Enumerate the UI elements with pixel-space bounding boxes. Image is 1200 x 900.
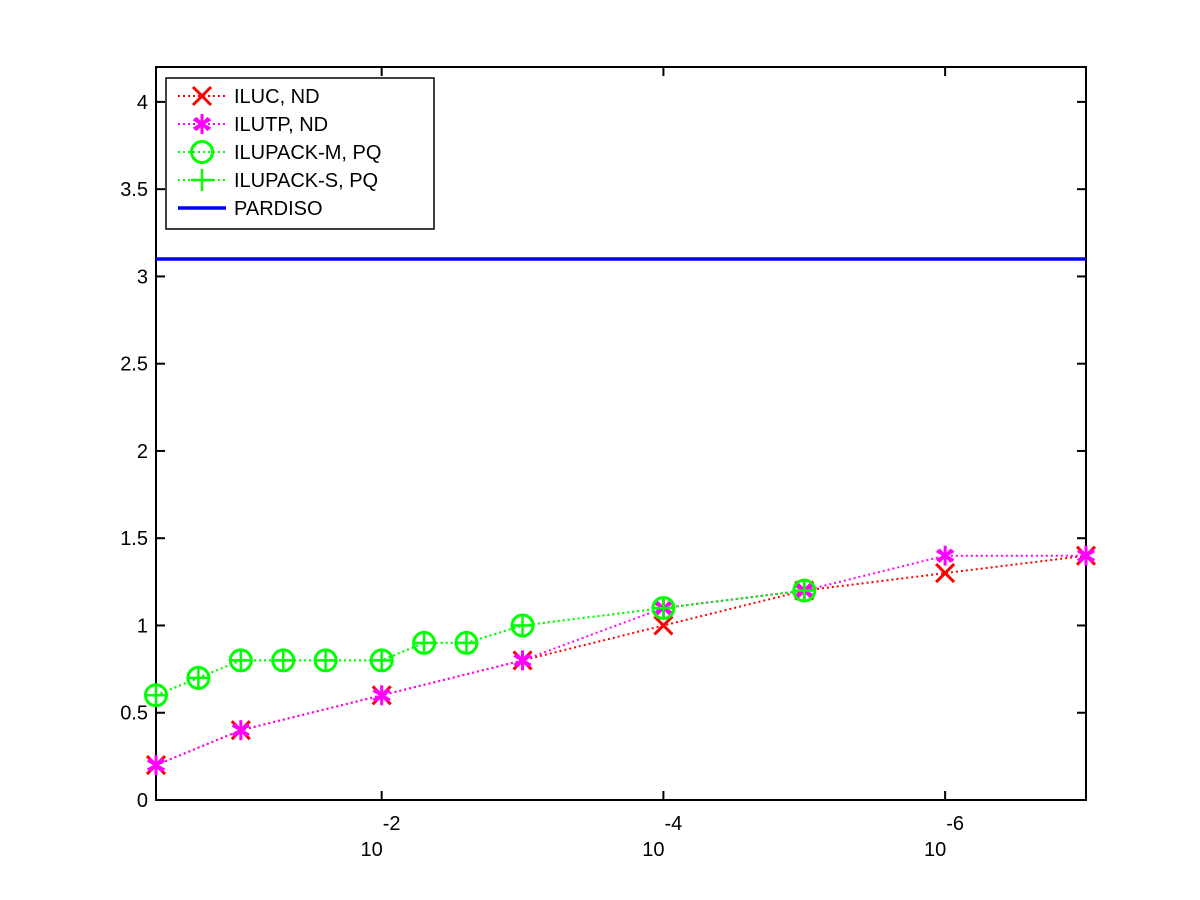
series-1-point-7 — [1076, 545, 1096, 566]
y-tick-label-2: 1 — [137, 615, 148, 637]
legend-label-1: ILUTP, ND — [234, 114, 328, 136]
series-0-point-6-stroke-b — [935, 563, 956, 584]
series-1-point-3-stroke-d — [515, 653, 530, 668]
series-1-point-1-stroke-d — [233, 723, 248, 738]
series-3 — [145, 579, 816, 707]
legend-label-3: ILUPACK-S, PQ — [234, 170, 378, 192]
series-1-point-2-stroke-d — [374, 688, 389, 703]
legend-label-4: PARDISO — [234, 198, 323, 220]
legend-swatch-marker-0-stroke-b — [191, 85, 213, 107]
series-3-point-2 — [229, 649, 252, 672]
series-0-point-4 — [653, 615, 674, 636]
series-1-line — [155, 554, 1086, 767]
x-tick-base-1: 10 — [642, 839, 664, 861]
x-tick-exponent-0: -2 — [383, 813, 401, 835]
legend-entry-4: PARDISO — [178, 198, 323, 220]
legend-entry-2: ILUPACK-M, PQ — [178, 140, 381, 164]
legend-entry-3: ILUPACK-S, PQ — [178, 169, 378, 192]
series-3-point-1 — [187, 666, 210, 689]
y-tick-label-8: 4 — [137, 92, 148, 114]
legend: ILUC, ND ILUTP, ND ILUPACK-M, PQ ILUPACK-S,… — [165, 77, 435, 230]
series-0-point-4-stroke-b — [653, 615, 674, 636]
legend-swatch-marker-1 — [192, 114, 212, 134]
y-tick-label-0: 0 — [137, 790, 148, 812]
legend-label-2: ILUPACK-M, PQ — [234, 142, 381, 164]
series-3-point-5 — [370, 649, 393, 672]
x-tick-base-2: 10 — [924, 839, 946, 861]
series-3-point-9 — [652, 597, 675, 620]
series-1-point-3 — [513, 650, 532, 671]
series-3-point-4 — [314, 649, 337, 672]
y-tick-label-3: 1.5 — [120, 528, 148, 550]
y-tick-label-1: 0.5 — [120, 703, 148, 725]
legend-swatch-marker-1-stroke-d — [194, 116, 210, 132]
y-tick-label-7: 3.5 — [120, 179, 148, 201]
axis-ticks: 00.511.522.533.54-210-410-610 — [120, 67, 1086, 861]
x-tick-exponent-2: -6 — [946, 813, 964, 835]
y-tick-label-4: 2 — [137, 441, 148, 463]
x-tick-exponent-1: -4 — [665, 813, 683, 835]
legend-entry-0: ILUC, ND — [178, 85, 320, 108]
series-0-point-6 — [935, 563, 956, 584]
legend-swatch-marker-2 — [190, 140, 214, 164]
y-tick-label-6: 3 — [137, 266, 148, 288]
series-1-point-6 — [936, 545, 955, 566]
legend-label-0: ILUC, ND — [234, 86, 320, 108]
series-1-point-6-stroke-d — [937, 548, 953, 563]
series-1-point-0-stroke-d — [148, 757, 164, 773]
y-tick-label-5: 2.5 — [120, 354, 148, 376]
series-3-point-6 — [413, 631, 436, 654]
legend-swatch-marker-0 — [191, 85, 213, 107]
legend-entry-1: ILUTP, ND — [178, 114, 328, 136]
series-layer — [144, 257, 1097, 776]
series-3-line — [155, 589, 805, 697]
series-1-point-2 — [372, 685, 391, 706]
series-1-point-0 — [146, 755, 166, 776]
legend-swatch-marker-2-ring — [190, 140, 214, 164]
series-3-point-8 — [511, 614, 534, 637]
series-1-point-7-stroke-d — [1078, 548, 1094, 563]
series-1-point-1 — [231, 720, 250, 741]
series-3-point-0 — [145, 684, 167, 707]
series-3-point-7 — [455, 631, 478, 654]
x-tick-base-0: 10 — [361, 839, 383, 861]
legend-swatch-marker-3 — [191, 169, 213, 191]
series-3-point-3 — [272, 649, 295, 672]
series-3-point-10 — [793, 579, 816, 602]
